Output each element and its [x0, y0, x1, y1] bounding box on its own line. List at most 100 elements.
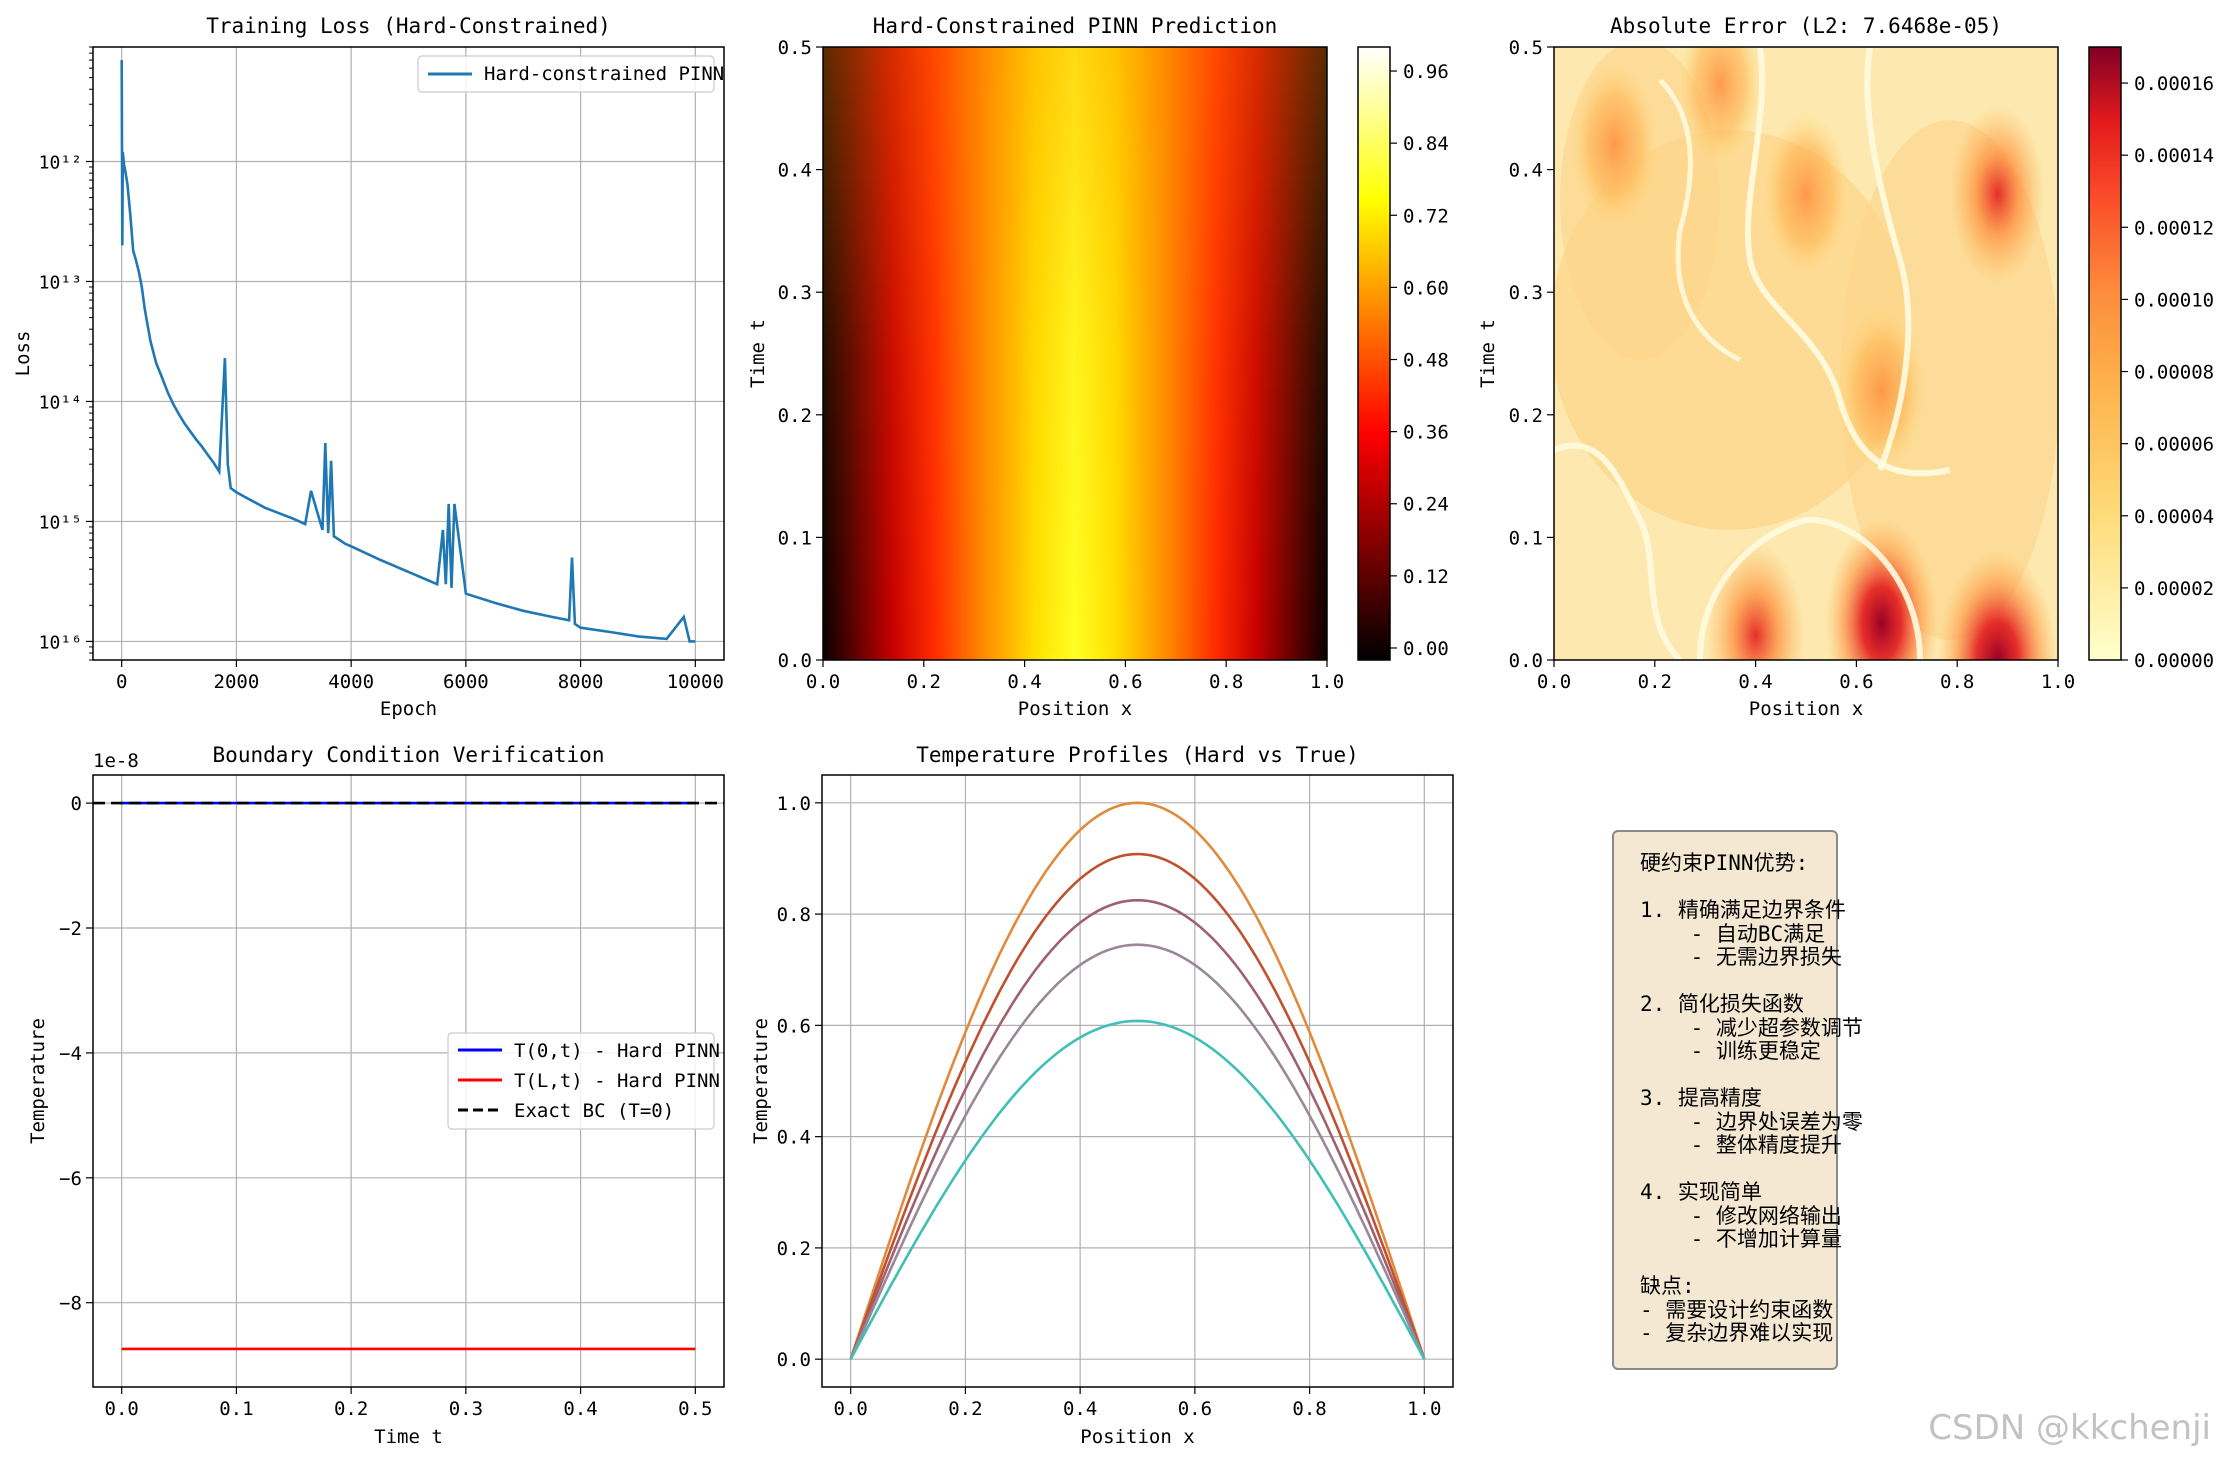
err-contour — [1864, 47, 1912, 472]
pred-ytick-label: 0.1 — [778, 527, 812, 549]
err-ylabel: Time t — [1477, 319, 1499, 388]
bc-xlabel: Time t — [374, 1426, 443, 1448]
pred-xtick-label: 1.0 — [1310, 671, 1344, 693]
bc-ytick-label: −8 — [59, 1293, 82, 1315]
loss-legend: Hard-constrained PINN — [417, 55, 724, 93]
loss-plot — [120, 60, 696, 643]
summary-line — [1640, 876, 1836, 900]
bc-xtick-label: 0.3 — [449, 1398, 483, 1420]
loss-title: Training Loss (Hard-Constrained) — [206, 14, 611, 38]
bc-legend-label-left: T(0,t) - Hard PINN — [514, 1040, 720, 1062]
summary-line: - 修改网络输出 — [1640, 1203, 1842, 1228]
err-hotspots — [1570, 47, 2058, 660]
pred-xtick-label: 0.2 — [907, 671, 941, 693]
err-hotspot — [1677, 47, 1763, 165]
pred-cbar-tick-label: 0.24 — [1403, 494, 1449, 516]
prof-xtick-label: 0.6 — [1178, 1398, 1212, 1420]
bc-legend-box — [447, 1032, 715, 1130]
pred-cbar-tick-label: 0.12 — [1403, 566, 1449, 588]
pred-title: Hard-Constrained PINN Prediction — [873, 14, 1278, 38]
bc-xtick-label: 0.2 — [334, 1398, 368, 1420]
bc-ticks: 0.0 0.1 0.2 0.3 0.4 0.5 0 −2 −4 −6 −8 — [59, 793, 712, 1420]
err-cbar-tick-label: 0.00004 — [2134, 506, 2214, 528]
summary-line: 缺点: — [1640, 1274, 1695, 1298]
err-ytick-label: 0.0 — [1509, 650, 1543, 672]
prof-ytick-label: 0.2 — [777, 1238, 811, 1260]
summary-line: - 复杂边界难以实现 — [1640, 1321, 1834, 1345]
pred-xlabel: Position x — [1018, 698, 1132, 720]
loss-xtick-label: 4000 — [328, 671, 374, 693]
summary-line: 4. 实现简单 — [1640, 1180, 1762, 1204]
pred-heatmap — [823, 47, 1327, 660]
pred-xtick-label: 0.6 — [1108, 671, 1142, 693]
pred-ytick-label: 0.5 — [778, 37, 812, 59]
prof-xtick-label: 1.0 — [1407, 1398, 1441, 1420]
err-cbar-tick-label: 0.00012 — [2134, 217, 2214, 239]
err-ytick-label: 0.5 — [1509, 37, 1543, 59]
err-xtick-label: 0.4 — [1738, 671, 1772, 693]
pred-xtick-label: 0.8 — [1209, 671, 1243, 693]
bc-legend-label-exact: Exact BC (T=0) — [514, 1100, 674, 1122]
bc-legend-label-right: T(L,t) - Hard PINN — [514, 1070, 720, 1092]
bc-ytick-label: 0 — [71, 793, 82, 815]
bc-panel: Boundary Condition Verification 0.0 0.1 0.… — [27, 743, 725, 1448]
bc-legend: T(0,t) - Hard PINN T(L,t) - Hard PINN Ex… — [447, 1032, 720, 1130]
pred-xtick-label: 0.4 — [1007, 671, 1041, 693]
loss-xtick-label: 8000 — [558, 671, 604, 693]
summary-line: - 整体精度提升 — [1640, 1133, 1842, 1157]
loss-panel: Training Loss (Hard-Constrained) 0 2000 40… — [12, 14, 725, 720]
err-contour — [1554, 442, 1683, 660]
err-cbar-tick-label: 0.00010 — [2134, 289, 2214, 311]
prof-ytick-label: 1.0 — [777, 793, 811, 815]
err-ticks: 0.0 0.2 0.4 0.6 0.8 1.0 0.0 0.1 0.2 0.3 0.4 0.5 — [1509, 37, 2075, 693]
loss-ytick-label: 10¹⁴ — [39, 392, 82, 413]
err-ytick-label: 0.4 — [1509, 160, 1543, 182]
prof-ytick-label: 0.4 — [777, 1127, 811, 1149]
bc-grid — [93, 775, 724, 1387]
loss-xtick-label: 10000 — [667, 671, 724, 693]
summary-line: 3. 提高精度 — [1640, 1086, 1762, 1110]
pred-xtick-label: 0.0 — [806, 671, 840, 693]
prof-curve — [849, 898, 1426, 1360]
loss-xtick-label: 6000 — [443, 671, 489, 693]
pred-panel: Hard-Constrained PINN Prediction 0.0 0.2 0… — [747, 14, 1449, 720]
bc-ylabel: Temperature — [27, 1018, 49, 1144]
summary-line: - 减少超参数调节 — [1640, 1015, 1863, 1040]
loss-ticks: 0 2000 4000 6000 8000 10000 10¹⁶ 10¹⁵ 10¹⁴ 10¹³ 10… — [39, 46, 724, 693]
pred-cbar-tick-label: 0.00 — [1403, 638, 1449, 660]
prof-grid — [822, 775, 1453, 1387]
pred-cbar-tick-label: 0.72 — [1403, 205, 1449, 227]
err-hotspot — [1825, 519, 1939, 660]
err-cbar-tick-label: 0.00016 — [2134, 73, 2214, 95]
pred-axes-frame — [822, 46, 1328, 661]
err-cbar-tick-label: 0.00000 — [2134, 650, 2214, 672]
err-hotspot — [1949, 104, 2046, 284]
err-ytick-label: 0.1 — [1509, 527, 1543, 549]
prof-ytick-label: 0.6 — [777, 1015, 811, 1037]
pred-colorbar — [1357, 46, 1391, 661]
prof-lines — [849, 801, 1426, 1360]
loss-grid — [93, 47, 724, 660]
pred-ytick-label: 0.4 — [778, 160, 812, 182]
summary-line: 1. 精确满足边界条件 — [1640, 898, 1846, 922]
bc-offset-label: 1e-8 — [93, 750, 139, 772]
err-ytick-label: 0.3 — [1509, 282, 1543, 304]
pred-ytick-label: 0.2 — [778, 405, 812, 427]
summary-line — [1640, 1158, 1836, 1182]
loss-ytick-label: 10¹⁵ — [39, 512, 82, 533]
err-colorbar — [2088, 46, 2122, 661]
err-xtick-label: 0.2 — [1638, 671, 1672, 693]
summary-line: - 训练更稳定 — [1640, 1039, 1821, 1063]
bc-ytick-label: −2 — [59, 918, 82, 940]
prof-curve — [849, 943, 1426, 1360]
prof-ylabel: Temperature — [750, 1018, 772, 1144]
watermark: CSDN @kkchenji — [1928, 1408, 2211, 1448]
prof-panel: Temperature Profiles (Hard vs True) 0.0 0… — [750, 743, 1454, 1448]
pred-cbar-tick-label: 0.60 — [1403, 277, 1449, 299]
summary-line: - 无需边界损失 — [1640, 945, 1842, 969]
prof-xlabel: Position x — [1080, 1426, 1194, 1448]
prof-axes-frame — [821, 774, 1454, 1388]
summary-line: - 自动BC满足 — [1640, 921, 1826, 946]
pred-cbar-tick-label: 0.36 — [1403, 422, 1449, 444]
loss-ytick-label: 10¹² — [39, 152, 82, 173]
